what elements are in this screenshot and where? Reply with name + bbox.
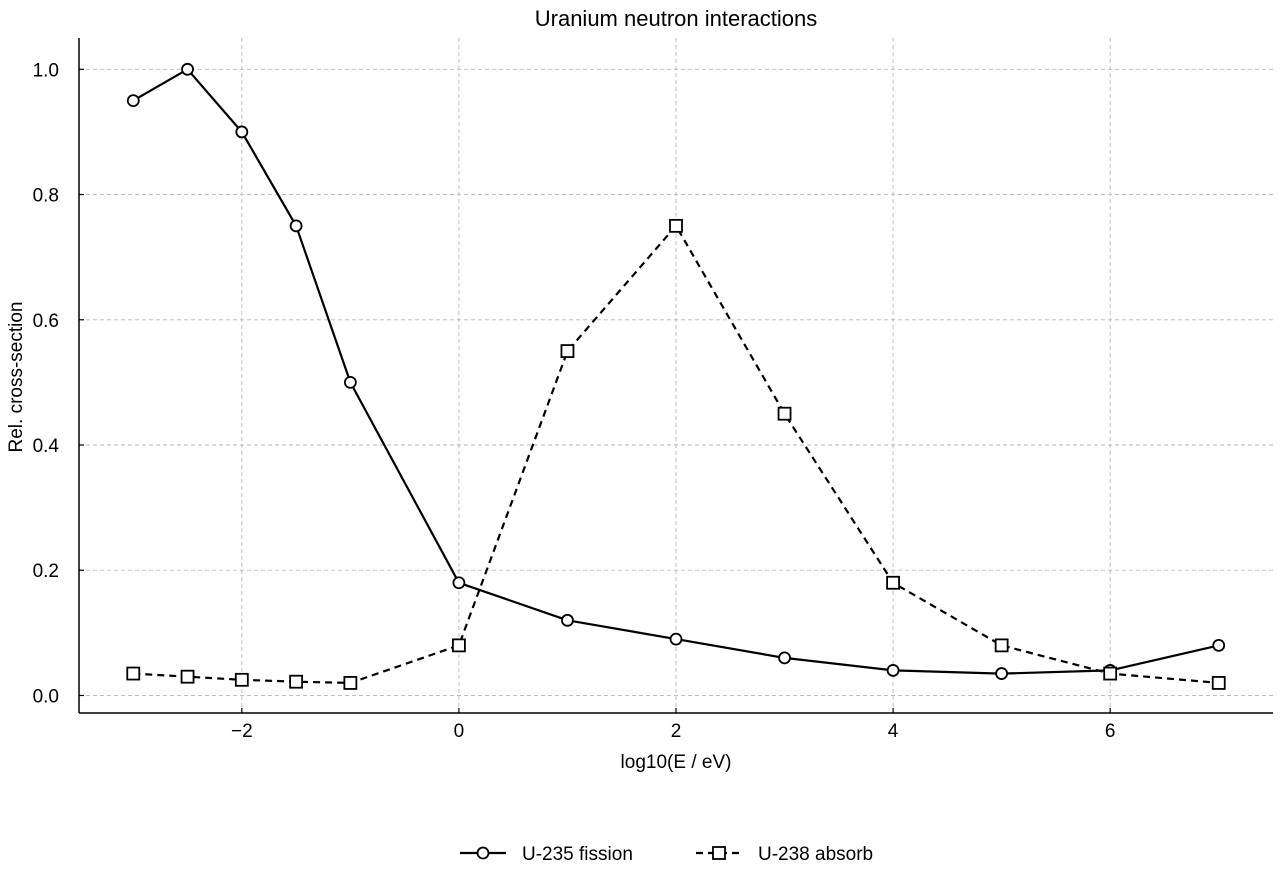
data-point [1211,676,1226,690]
legend-item-1: U-235 fission [460,844,633,865]
series-1 [126,62,1226,680]
data-point [669,632,683,646]
data-point [886,664,900,677]
data-point [994,638,1009,653]
y-axis-label: Rel. cross-section [6,302,27,453]
data-point [560,344,575,358]
legend-marker [712,846,726,860]
chart-title: Uranium neutron interactions [535,6,817,31]
legend-marker [476,846,490,860]
data-point [343,676,358,690]
x-tick-label: −2 [231,721,253,742]
series-2 [126,218,1226,690]
data-point [180,669,195,684]
x-tick-label: 4 [888,721,899,742]
data-point [995,667,1009,680]
data-point [561,613,574,627]
data-point [181,62,194,76]
data-point [452,638,466,653]
series-layer [126,62,1226,690]
x-axis-label: log10(E / eV) [621,752,732,773]
y-tick-label: 1.0 [33,60,59,81]
data-point [778,651,791,665]
y-tick-label: 0.6 [33,311,59,332]
y-tick-label: 0.4 [33,436,60,457]
data-point [289,219,303,233]
y-tick-label: 0.8 [33,186,59,207]
y-tick-label: 0.0 [33,686,59,707]
data-point [235,125,249,139]
data-point [126,666,141,681]
legend-label: U-235 fission [522,844,633,865]
data-point [777,406,792,421]
y-tick-label: 0.2 [33,561,59,582]
x-tick-label: 2 [671,721,682,742]
data-point [289,674,303,689]
data-point [234,672,249,687]
data-point [1212,638,1226,652]
x-ticks: −2 0 2 4 6 [231,708,1115,742]
x-tick-label: 0 [454,721,465,742]
legend-label: U-238 absorb [758,844,873,865]
data-point [669,218,683,233]
legend-item-2: U-238 absorb [696,844,873,865]
legend: U-235 fission U-238 absorb [460,844,873,865]
grid-lines [79,38,1273,713]
x-tick-label: 6 [1105,721,1116,742]
data-point [886,575,900,590]
y-ticks: 0.0 0.2 0.4 0.6 0.8 1.0 [33,60,84,707]
data-point [1103,666,1118,681]
data-point [452,576,466,590]
data-point [126,94,140,108]
data-point [343,375,357,389]
